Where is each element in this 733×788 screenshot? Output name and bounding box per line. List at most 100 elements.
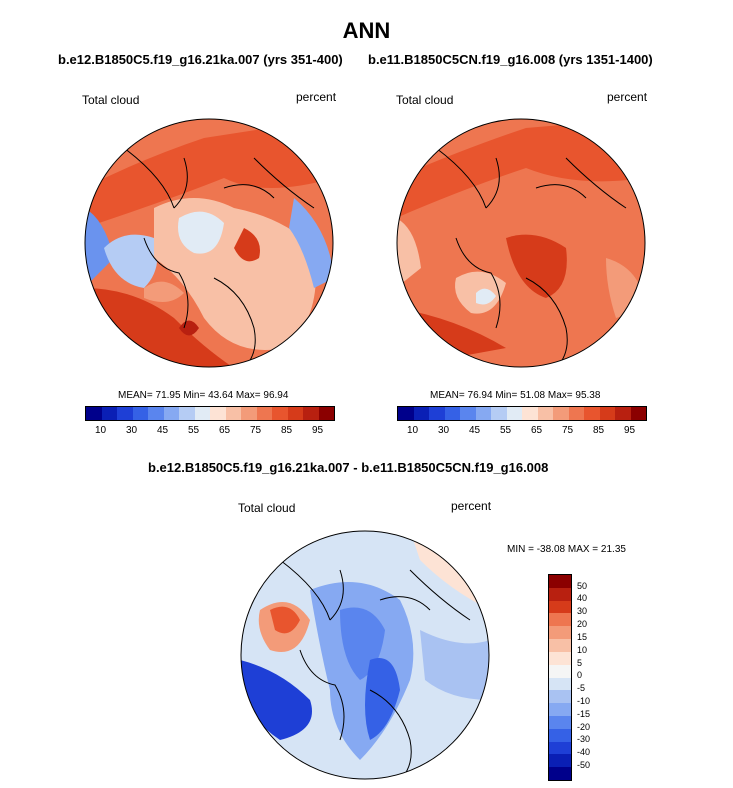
- colorbar-swatch: [272, 407, 288, 420]
- colorbar-swatch: [549, 613, 571, 627]
- colorbar-swatch: [132, 407, 148, 420]
- map-region: [234, 228, 260, 262]
- colorbar-tick-label: 85: [592, 425, 605, 436]
- colorbar-swatch: [225, 407, 241, 420]
- colorbar-swatch: [210, 407, 226, 420]
- colorbar-swatch: [318, 407, 334, 420]
- left-max-label: Max=: [235, 390, 261, 401]
- colorbar-swatch: [148, 407, 164, 420]
- right-mean-label: MEAN=: [430, 390, 465, 401]
- map-region: [104, 234, 158, 288]
- coastline: [123, 147, 315, 367]
- colorbar-tick-label: 30: [125, 425, 138, 436]
- colorbar-swatch: [86, 407, 102, 420]
- map-region: [178, 211, 224, 254]
- diff-colorbar: [548, 574, 572, 781]
- map-border: [396, 118, 646, 368]
- left-units-label: percent: [296, 90, 337, 104]
- figure-title: ANN: [342, 18, 391, 43]
- colorbar-swatch: [549, 639, 571, 652]
- colorbar-swatch: [549, 715, 571, 729]
- left-max: 96.94: [263, 390, 289, 401]
- right-colorbar: [397, 406, 647, 421]
- colorbar-tick-label: 30: [437, 425, 450, 436]
- map-region: [289, 198, 333, 288]
- colorbar-swatch: [549, 600, 571, 614]
- coastline: [435, 147, 627, 367]
- diff-variable-label: Total cloud: [238, 501, 296, 515]
- colorbar-swatch: [303, 407, 319, 420]
- colorbar-tick-label: 50: [577, 580, 588, 591]
- colorbar-swatch: [444, 407, 460, 420]
- colorbar-swatch: [256, 407, 272, 420]
- right-colorbar-ticks: 10 30 45 55 65 75 85 95: [397, 425, 645, 437]
- colorbar-swatch: [553, 407, 569, 420]
- colorbar-swatch: [101, 407, 117, 420]
- diff-units-label: percent: [451, 499, 492, 513]
- colorbar-tick-label: 45: [156, 425, 169, 436]
- colorbar-swatch: [549, 587, 571, 601]
- colorbar-tick-label: 75: [249, 425, 262, 436]
- colorbar-swatch: [491, 407, 507, 420]
- map-border: [240, 530, 490, 780]
- right-min-label: Min=: [495, 390, 518, 401]
- colorbar-tick-label: 75: [561, 425, 574, 436]
- colorbar-tick-label: 55: [187, 425, 200, 436]
- colorbar-swatch: [475, 407, 491, 420]
- right-mean: 76.94: [467, 390, 493, 401]
- colorbar-swatch: [549, 767, 571, 780]
- colorbar-swatch: [549, 703, 571, 716]
- colorbar-swatch: [163, 407, 179, 420]
- colorbar-swatch: [549, 728, 571, 742]
- colorbar-swatch: [549, 754, 571, 768]
- colorbar-swatch: [630, 407, 646, 420]
- colorbar-swatch: [549, 575, 571, 588]
- colorbar-tick-label: 65: [218, 425, 231, 436]
- map-region: [420, 630, 489, 700]
- colorbar-tick-label: 10: [94, 425, 107, 436]
- colorbar-swatch: [179, 407, 195, 420]
- map-region: [144, 281, 184, 302]
- left-polar-map: [84, 118, 334, 368]
- colorbar-swatch: [615, 407, 631, 420]
- right-variable-label: Total cloud: [396, 93, 454, 107]
- colorbar-swatch: [537, 407, 553, 420]
- colorbar-swatch: [549, 664, 571, 678]
- colorbar-swatch: [194, 407, 210, 420]
- diff-colorbar-ticks: 50 40 30 20 15 10 5 0 -5 -10 -15 -20 -30 -40 -50: [577, 574, 607, 779]
- right-max-label: Max=: [547, 390, 573, 401]
- colorbar-swatch: [398, 407, 414, 420]
- map-region: [506, 234, 567, 298]
- map-region: [270, 606, 300, 634]
- colorbar-swatch: [568, 407, 584, 420]
- colorbar-swatch: [506, 407, 522, 420]
- subtitle-left: b.e12.B1850C5.f19_g16.21ka.007 (yrs 351-…: [58, 52, 343, 67]
- coastline: [279, 559, 471, 779]
- colorbar-tick-label: 30: [577, 606, 588, 617]
- right-min: 51.08: [520, 390, 546, 401]
- colorbar-tick-label: 65: [530, 425, 543, 436]
- left-variable-label: Total cloud: [82, 93, 140, 107]
- colorbar-swatch: [549, 626, 571, 640]
- colorbar-swatch: [429, 407, 445, 420]
- colorbar-tick-label: -20: [577, 721, 591, 732]
- colorbar-tick-label: -40: [577, 747, 591, 758]
- subtitle-right: b.e11.B1850C5CN.f19_g16.008 (yrs 1351-14…: [368, 52, 653, 67]
- left-mean: 71.95: [155, 390, 181, 401]
- left-colorbar: [85, 406, 335, 421]
- colorbar-tick-label: 0: [577, 670, 583, 681]
- colorbar-swatch: [460, 407, 476, 420]
- colorbar-swatch: [287, 407, 303, 420]
- map-region: [476, 288, 496, 305]
- colorbar-swatch: [413, 407, 429, 420]
- colorbar-tick-label: 85: [280, 425, 293, 436]
- colorbar-tick-label: 20: [577, 619, 588, 630]
- colorbar-swatch: [584, 407, 600, 420]
- colorbar-tick-label: 40: [577, 593, 588, 604]
- left-mean-label: MEAN=: [118, 390, 153, 401]
- colorbar-tick-label: -10: [577, 695, 591, 706]
- colorbar-tick-label: 45: [468, 425, 481, 436]
- right-units-label: percent: [607, 90, 648, 104]
- map-border: [84, 118, 334, 368]
- colorbar-swatch: [549, 741, 571, 755]
